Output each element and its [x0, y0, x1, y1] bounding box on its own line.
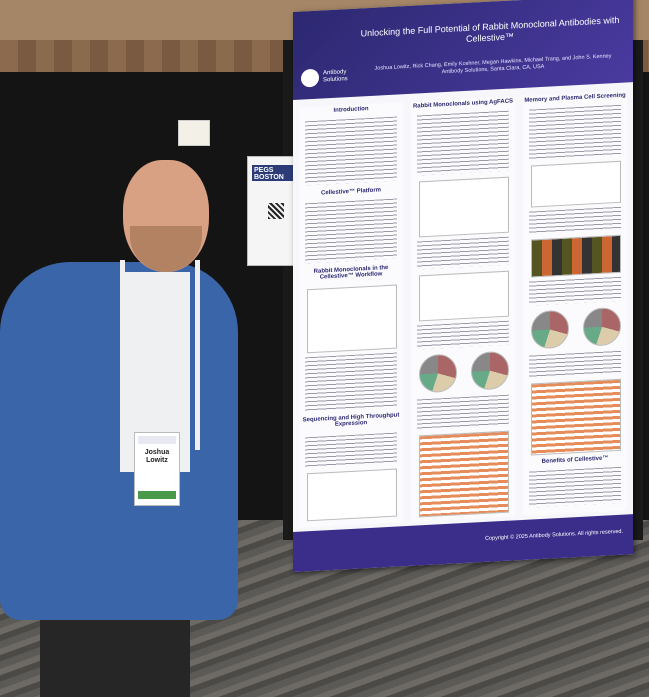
flyer-label: PEGS BOSTON [254, 167, 284, 181]
section-agfacs: Rabbit Monoclonals using AgFACS [412, 98, 514, 110]
facs-plot-figure [419, 270, 509, 322]
plasma-cell-image [531, 234, 621, 278]
section-workflow: Rabbit Monoclonals in the Cellestive™ Wo… [313, 265, 389, 281]
section-memory: Memory and Plasma Cell Screening [524, 92, 626, 104]
research-poster: Antibody Solutions Unlocking the Full Po… [293, 0, 633, 573]
sticky-note [178, 120, 210, 146]
lanyard [120, 260, 200, 450]
badge-name: Joshua Lowitz [135, 449, 179, 465]
name-badge: Joshua Lowitz [134, 432, 180, 506]
poster-column-middle: Rabbit Monoclonals using AgFACS [411, 96, 515, 522]
poster-title: Unlocking the Full Potential of Rabbit M… [360, 14, 620, 44]
text-block [305, 116, 397, 186]
section-benefits: Benefits of Cellestive™ [541, 455, 609, 465]
pie-chart-figure [531, 309, 569, 350]
expression-figure [307, 468, 397, 522]
section-platform: Cellestive™ Platform [320, 187, 382, 197]
badge-first-name: Joshua [144, 449, 170, 456]
text-block [529, 350, 621, 378]
pie-chart-figure [583, 306, 621, 347]
text-block [529, 104, 621, 160]
bar-chart-figure [531, 378, 621, 456]
person-blue-blazer [0, 262, 238, 620]
workflow-figure [307, 284, 397, 354]
logo-text: Antibody Solutions [323, 69, 348, 84]
badge-stripe [138, 491, 176, 499]
antibody-solutions-logo-icon [301, 68, 319, 88]
section-sequencing: Sequencing and High Throughput Expressio… [302, 412, 400, 428]
poster-header: Antibody Solutions Unlocking the Full Po… [293, 0, 633, 100]
badge-last-name: Lowitz [146, 457, 168, 464]
text-block [529, 466, 621, 508]
copyright-text: Copyright © 2025 Antibody Solutions. All… [485, 528, 623, 542]
text-block [305, 432, 397, 468]
text-block [417, 394, 509, 430]
qr-code-icon [268, 203, 284, 219]
sorting-curve-figure [419, 176, 509, 238]
text-block [529, 206, 621, 234]
badge-header [138, 436, 176, 444]
pie-chart-figure [471, 350, 509, 391]
flyer-header [252, 165, 300, 181]
text-block [417, 320, 509, 350]
pie-chart-figure [419, 353, 457, 394]
text-block [417, 110, 509, 176]
text-block [529, 276, 621, 306]
text-block [417, 236, 509, 270]
cell-sorting-figure [531, 160, 621, 208]
text-block [305, 352, 397, 412]
poster-column-left: Introduction Cellestive™ Platform Rabbit… [299, 102, 403, 528]
section-introduction: Introduction [333, 106, 369, 114]
text-block [305, 198, 397, 264]
poster-authors: Joshua Lowitz, Rick Chang, Emily Koshner… [373, 53, 613, 80]
bar-chart-figure [419, 430, 509, 518]
poster-column-right: Memory and Plasma Cell Screening Benefit… [523, 90, 627, 516]
